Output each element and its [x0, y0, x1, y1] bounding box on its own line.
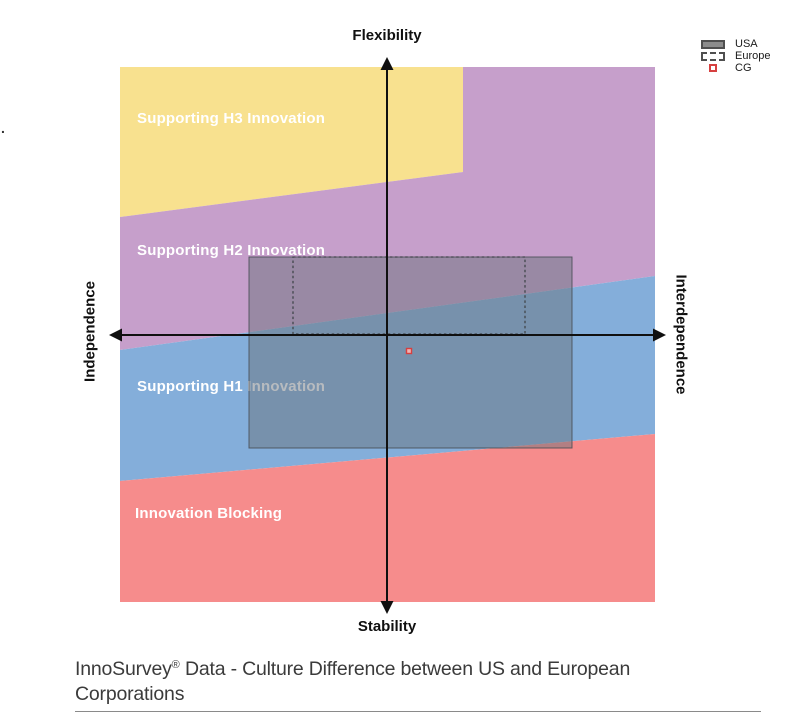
legend-item-cg: CG — [700, 62, 770, 74]
region-label-h1: Supporting H1 Innovation — [137, 378, 325, 395]
figure-caption: InnoSurvey® Data - Culture Difference be… — [75, 653, 730, 707]
legend: USA Europe CG — [700, 38, 770, 74]
axis-title-stability: Stability — [357, 618, 417, 635]
axis-title-interdependence: Interdependence — [672, 274, 690, 395]
caption-text: Data - Culture Difference between US and… — [75, 658, 631, 705]
axis-arrow-right-icon — [653, 328, 666, 342]
legend-item-europe: Europe — [700, 50, 770, 62]
legend-label-usa: USA — [735, 38, 758, 50]
region-label-h2: Supporting H2 Innovation — [137, 242, 325, 259]
axis-arrow-down-icon — [380, 601, 394, 614]
legend-label-europe: Europe — [735, 50, 771, 62]
usa-swatch-icon — [701, 39, 725, 49]
registered-trademark-icon: ® — [171, 659, 180, 671]
axis-arrow-left-icon — [109, 328, 122, 342]
cg-point-marker — [405, 347, 413, 355]
region-supporting-h3-innovation — [120, 67, 463, 217]
caption-divider — [75, 711, 761, 712]
axis-title-flexibility: Flexibility — [352, 27, 422, 44]
stray-period-artifact: . — [1, 120, 5, 136]
axis-arrow-up-icon — [380, 57, 394, 70]
cg-swatch-icon — [709, 64, 717, 72]
legend-label-cg: CG — [735, 62, 752, 74]
caption-brand: InnoSurvey — [75, 658, 172, 680]
region-label-h3: Supporting H3 Innovation — [137, 110, 325, 127]
europe-swatch-icon — [701, 51, 725, 61]
region-label-blocking: Innovation Blocking — [135, 505, 282, 522]
axis-title-independence: Independence — [81, 281, 99, 382]
legend-item-usa: USA — [700, 38, 770, 50]
